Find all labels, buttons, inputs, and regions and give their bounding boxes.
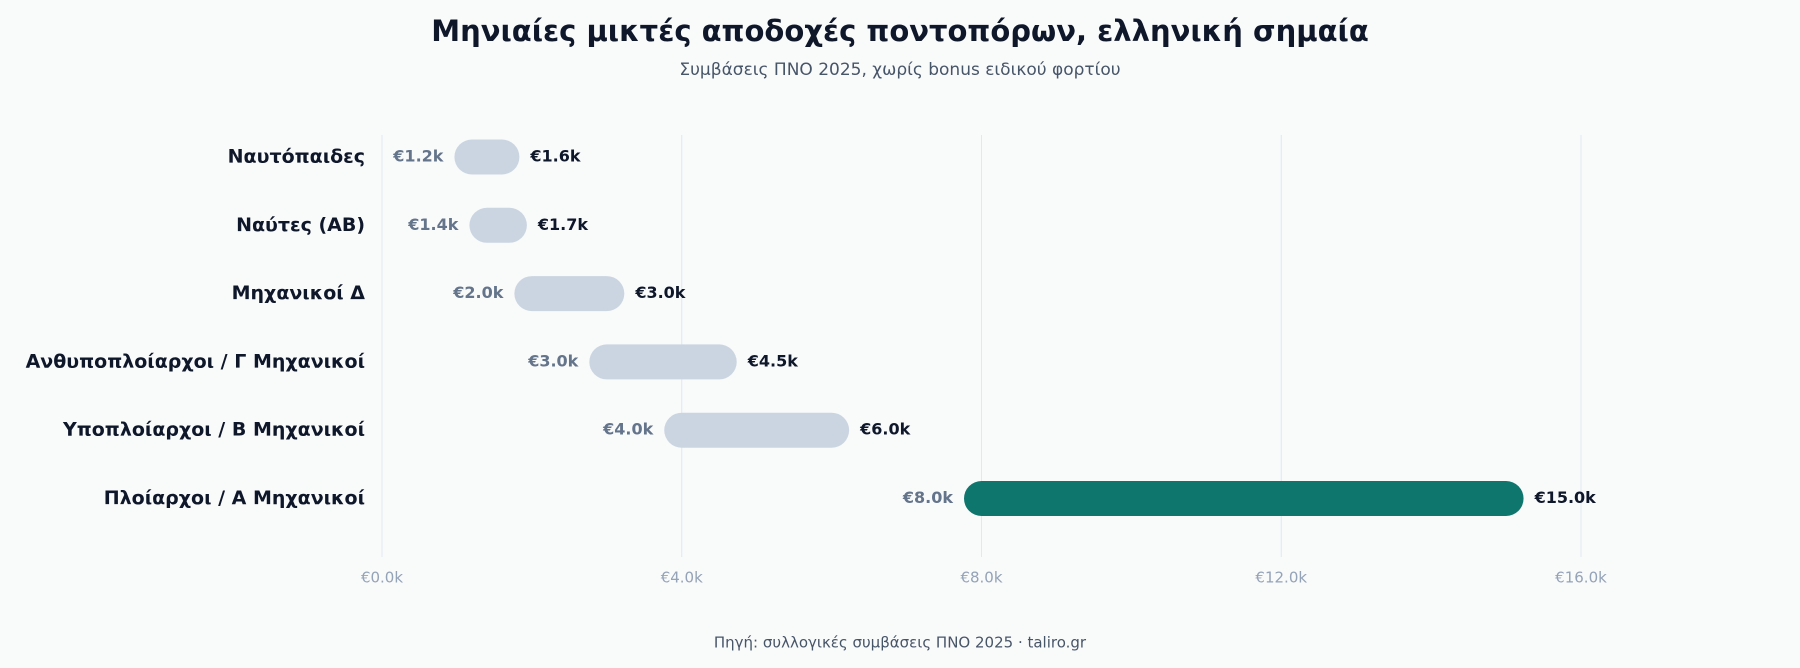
range-bar — [964, 481, 1524, 516]
range-bar — [454, 139, 520, 175]
high-label: €15.0k — [1534, 488, 1597, 507]
x-tick-label: €16.0k — [1555, 569, 1607, 587]
low-label: €8.0k — [902, 488, 953, 507]
range-bar — [589, 344, 737, 380]
y-tick-label: Ναύτες (AB) — [236, 214, 365, 236]
y-tick-label: Υποπλοίαρχοι / Β Μηχανικοί — [62, 419, 365, 441]
low-label: €2.0k — [452, 283, 503, 302]
high-label: €3.0k — [634, 283, 685, 302]
source: Πηγή: συλλογικές συμβάσεις ΠΝΟ 2025 · ta… — [714, 634, 1087, 652]
high-label: €1.7k — [537, 215, 588, 234]
x-tick-label: €12.0k — [1255, 569, 1307, 587]
chart-subtitle: Συμβάσεις ΠΝΟ 2025, χωρίς bonus ειδικού … — [679, 60, 1120, 80]
high-label: €4.5k — [747, 351, 798, 370]
low-label: €1.2k — [392, 147, 443, 166]
low-label: €4.0k — [602, 420, 653, 439]
high-label: €6.0k — [859, 420, 910, 439]
y-tick-label: Ναυτόπαιδες — [228, 146, 365, 168]
chart-title: Μηνιαίες μικτές αποδοχές ποντοπόρων, ελλ… — [431, 14, 1369, 48]
range-bar — [664, 412, 850, 448]
low-label: €1.4k — [407, 215, 458, 234]
range-bar — [469, 207, 527, 243]
range-bar — [514, 276, 625, 312]
x-tick-label: €8.0k — [960, 569, 1002, 587]
low-label: €3.0k — [527, 351, 578, 370]
x-tick-label: €0.0k — [361, 569, 403, 587]
y-tick-label: Ανθυποπλοίαρχοι / Γ Μηχανικοί — [26, 350, 365, 372]
x-tick-label: €4.0k — [661, 569, 703, 587]
y-tick-label: Πλοίαρχοι / Α Μηχανικοί — [104, 487, 365, 509]
high-label: €1.6k — [529, 147, 580, 166]
y-tick-label: Μηχανικοί Δ — [232, 282, 366, 304]
